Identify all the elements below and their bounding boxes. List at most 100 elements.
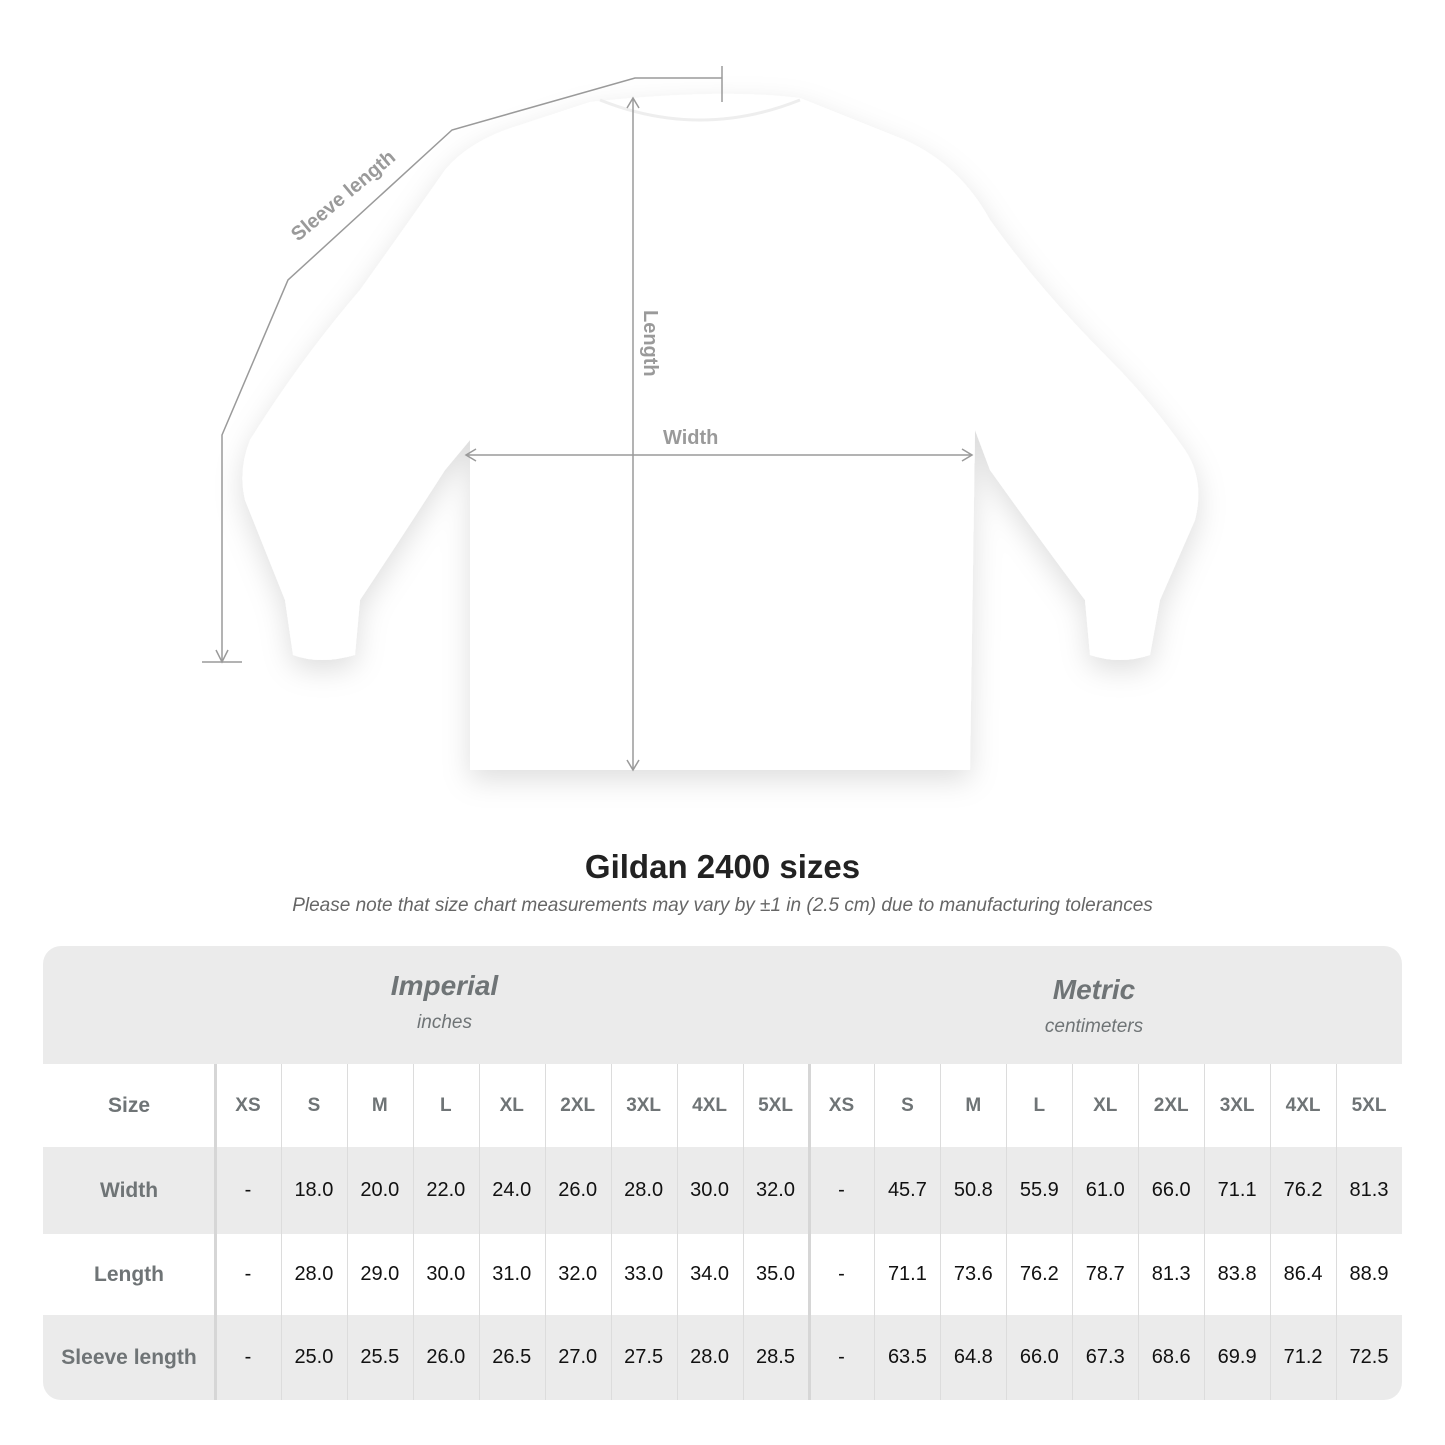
imperial-header: Imperial inches xyxy=(215,946,674,1064)
shirt-diagram: Sleeve length Length Width xyxy=(202,66,1199,772)
column-divider xyxy=(280,1064,282,1400)
column-divider xyxy=(1006,1064,1008,1400)
size-table: Imperial inches Metric centimeters Size X… xyxy=(43,946,1402,1400)
metric-size-2xl: 2XL xyxy=(1153,1094,1189,1116)
long-sleeve-shirt-image xyxy=(242,93,1199,771)
metric-size-xs: XS xyxy=(828,1094,855,1116)
row-label: Length xyxy=(94,1262,164,1286)
column-divider xyxy=(214,1064,217,1400)
column-divider xyxy=(346,1064,348,1400)
metric-value-cell: - xyxy=(838,1263,845,1285)
metric-value-cell: - xyxy=(838,1179,845,1201)
metric-value-cell: 66.0 xyxy=(1019,1346,1059,1368)
metric-value-cell: - xyxy=(838,1346,845,1368)
metric-value-cell: 68.6 xyxy=(1151,1346,1191,1368)
imperial-value-cell: 28.5 xyxy=(756,1346,795,1368)
row-label: Sleeve length xyxy=(61,1345,197,1369)
metric-value-cell: 55.9 xyxy=(1019,1179,1059,1201)
imperial-value-cell: 28.0 xyxy=(294,1263,334,1285)
row-band-sleeve xyxy=(43,1315,1402,1400)
imperial-size-3xl: 3XL xyxy=(626,1094,662,1116)
length-label: Length xyxy=(639,310,661,377)
size-header-label: Size xyxy=(107,1093,151,1117)
metric-value-cell: 78.7 xyxy=(1085,1263,1125,1285)
imperial-value-cell: 34.0 xyxy=(690,1263,730,1285)
imperial-size-xs: XS xyxy=(235,1094,261,1116)
column-divider xyxy=(610,1064,612,1400)
imperial-value-cell: 26.0 xyxy=(558,1179,598,1201)
column-divider xyxy=(742,1064,744,1400)
metric-unit: centimeters xyxy=(1044,1016,1144,1037)
imperial-value-cell: 32.0 xyxy=(558,1263,598,1285)
column-divider xyxy=(807,1064,811,1400)
imperial-value-cell: 20.0 xyxy=(360,1179,400,1201)
metric-size-4xl: 4XL xyxy=(1285,1094,1321,1116)
metric-value-cell: 71.1 xyxy=(1217,1179,1257,1201)
metric-value-cell: 72.5 xyxy=(1349,1346,1389,1368)
metric-size-s: S xyxy=(901,1094,914,1116)
imperial-size-xl: XL xyxy=(499,1094,524,1116)
imperial-size-s: S xyxy=(307,1094,321,1116)
metric-value-cell: 83.8 xyxy=(1217,1263,1257,1285)
metric-value-cell: 69.9 xyxy=(1217,1346,1257,1368)
column-divider xyxy=(940,1064,942,1400)
imperial-value-cell: 26.5 xyxy=(492,1346,532,1368)
imperial-value-cell: 26.0 xyxy=(426,1346,466,1368)
imperial-value-cell: - xyxy=(244,1179,252,1201)
metric-value-cell: 61.0 xyxy=(1085,1179,1125,1201)
metric-size-5xl: 5XL xyxy=(1351,1094,1387,1116)
metric-value-cell: 66.0 xyxy=(1151,1179,1191,1201)
imperial-value-cell: 30.0 xyxy=(426,1263,466,1285)
width-label: Width xyxy=(663,427,718,449)
column-divider xyxy=(1138,1064,1140,1400)
metric-header: Metric centimeters xyxy=(809,946,1379,1064)
column-divider xyxy=(1336,1064,1338,1400)
row-label: Width xyxy=(99,1178,159,1202)
metric-size-xl: XL xyxy=(1093,1094,1118,1116)
column-divider xyxy=(1204,1064,1206,1400)
imperial-value-cell: 28.0 xyxy=(690,1346,730,1368)
imperial-size-l: L xyxy=(439,1094,452,1116)
imperial-value-cell: 24.0 xyxy=(492,1179,532,1201)
metric-value-cell: 67.3 xyxy=(1085,1346,1125,1368)
imperial-value-cell: 33.0 xyxy=(624,1263,664,1285)
metric-value-cell: 88.9 xyxy=(1349,1263,1389,1285)
imperial-value-cell: 29.0 xyxy=(360,1263,400,1285)
metric-value-cell: 63.5 xyxy=(887,1346,927,1368)
column-divider xyxy=(544,1064,546,1400)
sleeve-length-measure-line xyxy=(202,66,723,664)
imperial-unit: inches xyxy=(417,1012,472,1033)
metric-value-cell: 64.8 xyxy=(953,1346,993,1368)
row-band-width xyxy=(43,1147,1402,1234)
imperial-size-4xl: 4XL xyxy=(692,1094,727,1116)
column-divider xyxy=(478,1064,480,1400)
imperial-value-cell: - xyxy=(244,1346,252,1368)
metric-value-cell: 71.1 xyxy=(887,1263,927,1285)
width-measure-line xyxy=(464,448,974,462)
metric-value-cell: 81.3 xyxy=(1349,1179,1389,1201)
imperial-value-cell: 22.0 xyxy=(426,1179,466,1201)
imperial-value-cell: 25.0 xyxy=(294,1346,334,1368)
imperial-size-2xl: 2XL xyxy=(560,1094,596,1116)
imperial-value-cell: 28.0 xyxy=(624,1179,664,1201)
imperial-value-cell: 35.0 xyxy=(756,1263,795,1285)
imperial-value-cell: 25.5 xyxy=(360,1346,400,1368)
imperial-size-m: M xyxy=(371,1094,388,1116)
imperial-value-cell: 31.0 xyxy=(492,1263,532,1285)
column-divider xyxy=(676,1064,678,1400)
column-divider xyxy=(874,1064,876,1400)
imperial-value-cell: 18.0 xyxy=(294,1179,334,1201)
length-measure-line xyxy=(626,96,640,772)
imperial-title: Imperial xyxy=(390,970,499,1001)
metric-value-cell: 86.4 xyxy=(1283,1263,1323,1285)
metric-value-cell: 45.7 xyxy=(887,1179,927,1201)
metric-size-3xl: 3XL xyxy=(1219,1094,1255,1116)
metric-size-l: L xyxy=(1033,1094,1046,1116)
metric-size-m: M xyxy=(965,1094,982,1116)
header-band xyxy=(43,946,1402,1064)
imperial-size-5xl: 5XL xyxy=(758,1094,793,1116)
tolerance-note: Please note that size chart measurements… xyxy=(292,895,1153,916)
imperial-value-cell: 30.0 xyxy=(690,1179,730,1201)
imperial-value-cell: 32.0 xyxy=(756,1179,795,1201)
column-divider xyxy=(1072,1064,1074,1400)
